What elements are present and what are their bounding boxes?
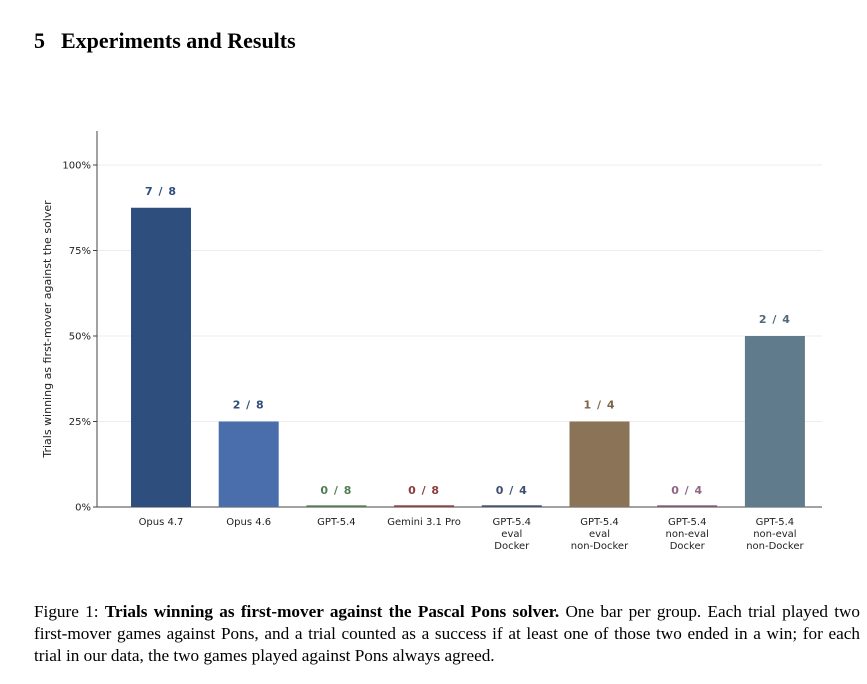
- x-tick-label: non-eval: [666, 529, 709, 540]
- y-tick-label: 100%: [62, 161, 91, 172]
- x-tick-label: non-Docker: [746, 541, 804, 552]
- x-tick-label: eval: [589, 529, 610, 540]
- x-tick-label: Opus 4.6: [226, 517, 271, 528]
- bar: [218, 421, 279, 507]
- data-label: 0 / 8: [320, 484, 352, 497]
- x-tick-label: eval: [501, 529, 522, 540]
- x-tick-label: non-Docker: [571, 541, 629, 552]
- x-tick-label: GPT-5.4: [668, 517, 706, 528]
- data-label: 0 / 8: [408, 484, 440, 497]
- data-label: 0 / 4: [496, 484, 528, 497]
- x-tick-label: GPT-5.4: [493, 517, 531, 528]
- x-tick-label: Docker: [494, 541, 530, 552]
- data-label: 1 / 4: [584, 399, 616, 412]
- data-label: 2 / 4: [759, 313, 791, 326]
- section-number: 5: [34, 28, 45, 53]
- y-tick-label: 75%: [69, 246, 91, 257]
- bar-chart: 0% 25% 50% 75% 100% Trials winning as first-m…: [41, 131, 822, 552]
- x-tick-label: Gemini 3.1 Pro: [387, 517, 461, 528]
- bar: [569, 421, 630, 507]
- caption-bold: Trials winning as first-mover against th…: [104, 602, 560, 621]
- y-tick-label: 0%: [75, 503, 91, 514]
- section-title: Experiments and Results: [61, 28, 296, 53]
- bar: [131, 207, 191, 507]
- x-tick-label: Docker: [670, 541, 706, 552]
- section-heading: 5 Experiments and Results: [34, 28, 296, 54]
- data-label: 2 / 8: [233, 399, 265, 412]
- data-label: 7 / 8: [145, 185, 177, 198]
- caption-prefix: Figure 1:: [34, 602, 105, 621]
- x-tick-label: GPT-5.4: [756, 517, 794, 528]
- x-tick-label: GPT-5.4: [317, 517, 355, 528]
- y-axis-label: Trials winning as first-mover against th…: [41, 200, 54, 459]
- y-tick-label: 25%: [69, 417, 91, 428]
- x-tick-label: non-eval: [753, 529, 796, 540]
- caption-text: One bar per group. Each trial played two…: [34, 602, 860, 665]
- bar: [744, 336, 805, 507]
- x-tick-label: Opus 4.7: [139, 517, 184, 528]
- x-tick-label: GPT-5.4: [580, 517, 618, 528]
- y-tick-label: 50%: [69, 332, 91, 343]
- figure-caption: Figure 1: Trials winning as first-mover …: [34, 601, 860, 667]
- data-label: 0 / 4: [671, 484, 703, 497]
